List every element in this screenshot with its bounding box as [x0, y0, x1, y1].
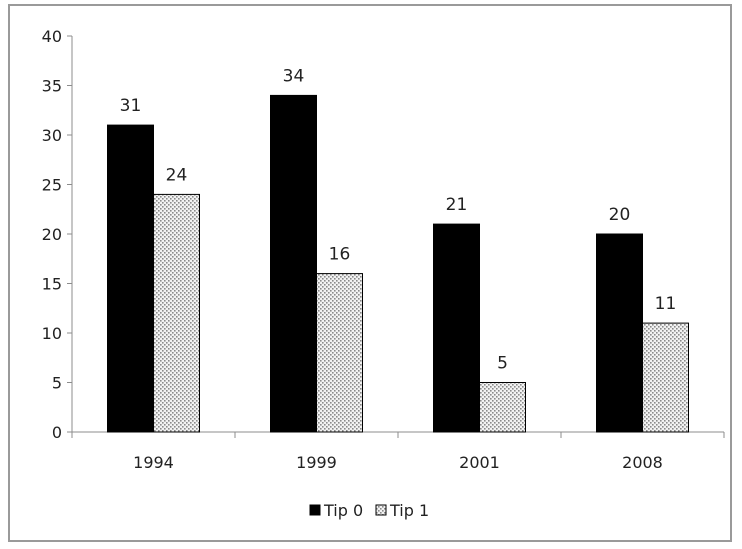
y-tick-label: 5 [52, 374, 62, 393]
chart-axes: 0 5 10 15 20 25 30 35 40 1994 1999 2001 2008 [42, 27, 725, 472]
y-tick-label: 25 [42, 176, 62, 195]
bar-tip-1 [153, 193, 200, 433]
bar-tip-0 [107, 124, 154, 433]
chart-legend: Tip 0 Tip 1 [309, 501, 429, 520]
bar-tip-0 [270, 94, 317, 433]
x-tick-label: 2001 [459, 453, 500, 472]
data-label: 31 [120, 96, 142, 116]
y-tick-label: 40 [42, 27, 62, 46]
data-label: 5 [497, 354, 508, 374]
data-label: 11 [655, 294, 677, 314]
data-label: 16 [329, 245, 351, 265]
bar-tip-1 [316, 273, 363, 433]
x-tick-label: 1994 [133, 453, 174, 472]
bar-tip-1 [642, 322, 689, 433]
y-tick-label: 0 [52, 423, 62, 442]
legend-label: Tip 0 [323, 501, 363, 520]
y-tick-label: 10 [42, 324, 62, 343]
x-tick-label: 2008 [622, 453, 663, 472]
y-tick-label: 30 [42, 126, 62, 145]
y-tick-label: 20 [42, 225, 62, 244]
bar-tip-0 [596, 233, 643, 433]
chart-frame: 0 5 10 15 20 25 30 35 40 1994 1999 2001 2008 31 34 21 2… [8, 4, 732, 542]
x-tick-label: 1999 [296, 453, 337, 472]
legend-label: Tip 1 [389, 501, 429, 520]
legend-swatch [309, 504, 321, 516]
data-label: 24 [166, 165, 188, 185]
chart-bars: 31 34 21 20 24 16 5 11 [107, 66, 689, 433]
data-label: 20 [609, 205, 631, 225]
legend-swatch [375, 504, 387, 516]
data-label: 21 [446, 195, 468, 215]
bar-chart: 0 5 10 15 20 25 30 35 40 1994 1999 2001 2008 31 34 21 2… [42, 27, 725, 520]
y-tick-label: 35 [42, 77, 62, 96]
y-tick-label: 15 [42, 275, 62, 294]
data-label: 34 [283, 66, 305, 86]
bar-tip-0 [433, 223, 480, 433]
bar-tip-1 [479, 382, 526, 433]
